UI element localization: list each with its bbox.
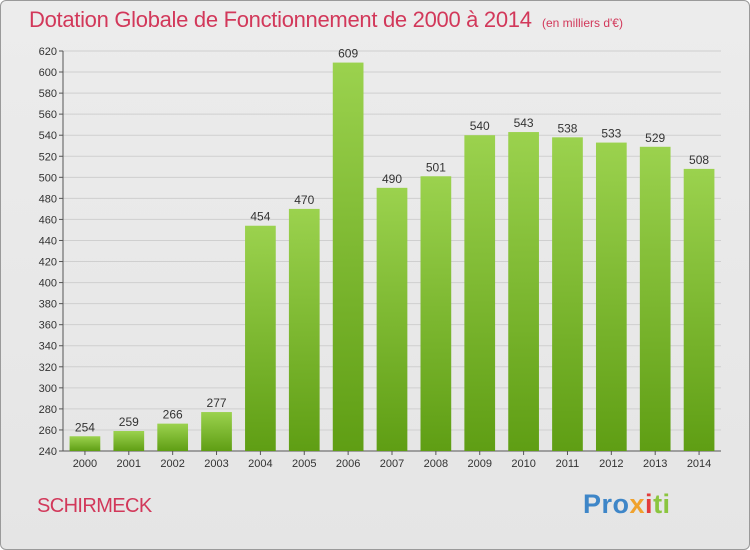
bar [420,176,452,451]
proxiti-logo[interactable]: Proxiti [583,489,671,520]
bar [639,146,671,451]
data-label: 508 [689,153,709,167]
x-tick-label: 2005 [292,458,316,470]
commune-name: SCHIRMECK [37,495,152,517]
bar [376,187,408,451]
chart-title: Dotation Globale de Fonctionnement de 20… [29,7,532,32]
x-tick-label: 2009 [467,458,491,470]
y-tick-label: 440 [39,235,57,247]
logo-part-ti: ti [653,489,671,519]
x-tick-label: 2000 [73,458,97,470]
bar [288,208,320,451]
data-label: 501 [426,160,446,174]
bar [157,423,189,451]
bar [113,431,145,451]
x-tick-label: 2007 [380,458,404,470]
logo-part-i: i [645,489,654,519]
data-label: 609 [338,47,358,61]
bar [464,135,496,452]
data-label: 470 [294,193,314,207]
y-tick-label: 520 [39,151,57,163]
data-labels: 254 259 266 277 454 470 609 490 501 540 543 538 533 5… [75,47,709,435]
chart-unit-note: (en milliers d'€) [542,16,623,30]
y-tick-label: 560 [39,109,57,121]
x-tick-label: 2014 [687,458,711,470]
x-tick-labels: 2000 2001 2002 2003 2004 2005 2006 2007 2008 2009… [73,458,712,470]
bar [552,137,583,451]
y-tick-label: 260 [39,425,57,437]
y-tick-label: 380 [39,299,57,311]
data-label: 277 [207,396,227,410]
bars [69,62,715,452]
data-label: 529 [645,131,665,145]
x-tick-label: 2013 [643,458,667,470]
x-tick-label: 2012 [599,458,623,470]
y-tick-label: 500 [39,172,57,184]
y-tick-label: 420 [39,257,57,269]
logo-part-pro: Pro [583,489,630,519]
bar [508,132,539,452]
y-tick-label: 240 [39,446,57,458]
y-tick-label: 600 [39,67,57,79]
y-tick-label: 320 [39,362,57,374]
data-label: 543 [514,116,534,130]
data-label: 254 [75,420,95,434]
data-label: 259 [119,415,139,429]
data-label: 533 [601,127,621,141]
logo-part-x: x [629,489,646,519]
y-tick-label: 540 [39,130,57,142]
y-tick-label: 580 [39,88,57,100]
y-tick-label: 400 [39,278,57,290]
x-tick-label: 2002 [160,458,184,470]
y-tick-label: 340 [39,341,57,353]
x-tick-label: 2001 [117,458,141,470]
data-label: 490 [382,172,402,186]
y-tick-label: 300 [39,383,57,395]
bar [201,412,232,451]
data-label: 454 [250,210,270,224]
y-tick-label: 480 [39,193,57,205]
y-tick-labels: 240 260 280 300 320 340 360 380 400 420 440 460 480 5… [39,46,57,458]
y-tick-label: 360 [39,320,57,332]
y-tick-label: 620 [39,46,57,58]
bar [69,436,101,451]
x-tick-label: 2010 [511,458,535,470]
x-tick-label: 2003 [204,458,228,470]
bar [595,142,627,451]
data-label: 540 [470,119,490,133]
x-tick-label: 2011 [556,458,580,470]
y-tick-label: 460 [39,214,57,226]
bar [683,168,715,452]
x-tick-label: 2006 [336,458,360,470]
x-tick-label: 2008 [424,458,448,470]
bar [332,62,364,451]
x-tick-label: 2004 [248,458,272,470]
data-label: 266 [163,408,183,422]
bar [245,225,276,451]
y-tick-label: 280 [39,404,57,416]
data-label: 538 [557,121,577,135]
